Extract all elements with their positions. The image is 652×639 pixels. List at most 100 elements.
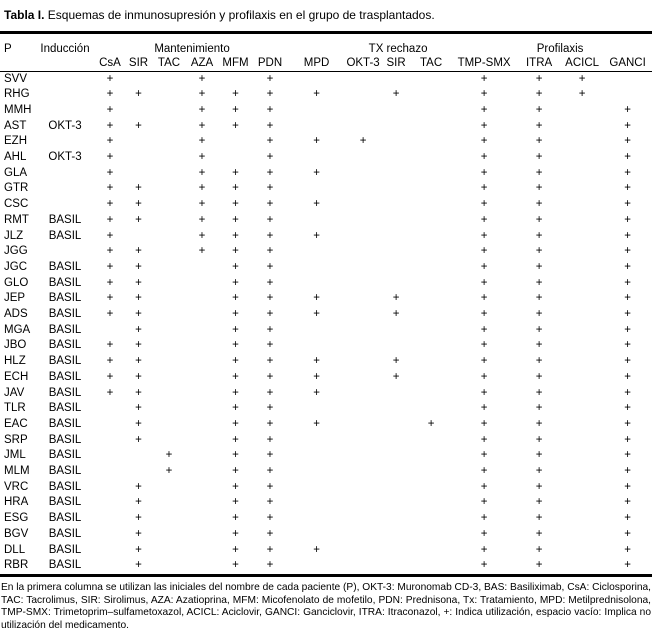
mark-cell-csa xyxy=(96,558,124,575)
mark-cell-mfm: + xyxy=(232,229,239,242)
patient-initials: EZH xyxy=(4,135,27,148)
mark-cell-pdn: + xyxy=(266,213,274,226)
mark-cell-sir xyxy=(381,448,411,464)
mark-cell-sir: + xyxy=(135,260,142,273)
mark-cell-tmp-smx: + xyxy=(480,103,488,116)
mark-cell-okt-3 xyxy=(345,370,381,386)
mark-cell-mfm: + xyxy=(232,355,239,368)
patient-initials: MMH xyxy=(4,103,32,116)
mark-cell-pdn: + xyxy=(266,559,274,572)
mark-cell-tmp-smx: + xyxy=(480,527,488,540)
mark-cell-sir: + xyxy=(135,198,142,211)
mark-cell-okt-3 xyxy=(345,464,381,480)
patient-row-mga: MGA BASIL + + + + + + xyxy=(0,323,652,339)
mark-cell-sir xyxy=(124,229,153,245)
mark-cell-sir xyxy=(381,401,411,417)
mark-cell-pdn: + xyxy=(266,229,274,242)
mark-cell-tac xyxy=(411,527,451,543)
mark-cell-sir xyxy=(381,276,411,292)
mark-cell-okt-3 xyxy=(345,244,381,260)
patient-row-gla: GLA + + + + + + + + xyxy=(0,166,652,182)
patient-initials: JBO xyxy=(4,339,27,352)
mark-cell-aza xyxy=(185,543,219,559)
mark-cell-pdn: + xyxy=(266,433,274,446)
mark-cell-pdn: + xyxy=(266,135,274,148)
mark-cell-okt-3 xyxy=(345,480,381,496)
mark-cell-acicl xyxy=(561,543,603,559)
mark-cell-okt-3 xyxy=(345,338,381,354)
drug-column-header-itra: ITRA xyxy=(525,57,553,70)
mark-cell-itra: + xyxy=(535,402,543,415)
mark-cell-okt-3 xyxy=(345,166,381,182)
mark-cell-mpd: + xyxy=(313,370,320,383)
induction-cell: BASIL xyxy=(48,370,82,383)
mark-cell-mpd: + xyxy=(313,88,320,101)
mark-cell-aza: + xyxy=(198,182,206,195)
mark-cell-pdn: + xyxy=(266,103,274,116)
mark-cell-mfm: + xyxy=(232,417,239,430)
mark-cell-ganci: + xyxy=(624,151,631,164)
patient-initials: RBR xyxy=(4,559,29,572)
mark-cell-sir: + xyxy=(135,276,142,289)
mark-cell-mfm: + xyxy=(232,198,239,211)
mark-cell-mfm: + xyxy=(232,182,239,195)
mark-cell-tac xyxy=(411,338,451,354)
mark-cell-mpd xyxy=(288,244,345,260)
mark-cell-csa xyxy=(96,464,124,480)
mark-cell-tac xyxy=(153,229,185,245)
mark-cell-sir xyxy=(381,464,411,480)
mark-cell-itra: + xyxy=(535,151,543,164)
mark-cell-mpd xyxy=(288,181,345,197)
mark-cell-ganci: + xyxy=(624,339,631,352)
patient-initials: BGV xyxy=(4,527,29,540)
mark-cell-acicl xyxy=(561,338,603,354)
mark-cell-aza xyxy=(185,558,219,575)
mark-cell-mfm: + xyxy=(232,433,239,446)
mark-cell-tmp-smx: + xyxy=(480,198,488,211)
mark-cell-csa: + xyxy=(106,166,114,179)
mark-cell-mpd: + xyxy=(313,543,320,556)
header-tx-rejection: TX rechazo xyxy=(368,43,428,55)
mark-cell-ganci: + xyxy=(624,260,631,273)
mark-cell-sir: + xyxy=(135,512,142,525)
mark-cell-okt-3 xyxy=(345,433,381,449)
mark-cell-tac xyxy=(153,197,185,213)
mark-cell-tac xyxy=(153,244,185,260)
patient-initials: JAV xyxy=(4,386,25,399)
mark-cell-itra: + xyxy=(535,182,543,195)
mark-cell-itra: + xyxy=(535,276,543,289)
patient-initials: SVV xyxy=(4,72,28,85)
mark-cell-aza xyxy=(185,323,219,339)
mark-cell-ganci: + xyxy=(624,323,631,336)
mark-cell-csa: + xyxy=(106,119,114,132)
mark-cell-acicl xyxy=(561,150,603,166)
mark-cell-aza: + xyxy=(198,245,206,258)
mark-cell-sir xyxy=(381,150,411,166)
mark-cell-okt-3 xyxy=(345,558,381,575)
mark-cell-pdn: + xyxy=(266,417,274,430)
mark-cell-itra: + xyxy=(535,433,543,446)
mark-cell-ganci: + xyxy=(624,370,631,383)
mark-cell-itra: + xyxy=(535,103,543,116)
patient-row-rmt: RMT BASIL + + + + + + + + xyxy=(0,213,652,229)
mark-cell-ganci: + xyxy=(624,527,631,540)
mark-cell-mfm: + xyxy=(232,527,239,540)
mark-cell-aza xyxy=(185,480,219,496)
mark-cell-tac: + xyxy=(165,465,173,478)
mark-cell-sir: + xyxy=(392,292,400,305)
drug-column-header-acicl: ACICL xyxy=(565,57,600,70)
mark-cell-tmp-smx: + xyxy=(480,166,488,179)
mark-cell-sir xyxy=(381,103,411,119)
induction-cell: BASIL xyxy=(48,323,82,336)
mark-cell-aza xyxy=(185,291,219,307)
mark-cell-tmp-smx: + xyxy=(480,355,488,368)
mark-cell-tac xyxy=(411,276,451,292)
patient-row-ads: ADS BASIL + + + + + + + + + xyxy=(0,307,652,323)
patient-initials: JGG xyxy=(4,245,28,258)
mark-cell-tmp-smx: + xyxy=(480,465,488,478)
mark-cell-tac xyxy=(411,181,451,197)
mark-cell-tmp-smx: + xyxy=(480,417,488,430)
mark-cell-okt-3 xyxy=(345,213,381,229)
mark-cell-tmp-smx: + xyxy=(480,72,488,85)
mark-cell-tac xyxy=(153,181,185,197)
